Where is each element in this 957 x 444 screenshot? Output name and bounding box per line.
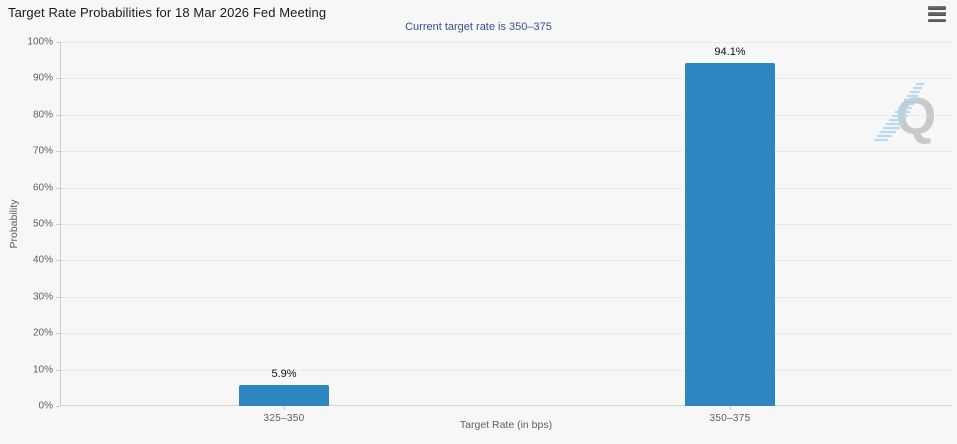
y-gridline — [61, 78, 952, 80]
svg-text:Q: Q — [896, 88, 936, 146]
y-axis-tick — [56, 42, 60, 43]
y-tick-label: 90% — [32, 72, 53, 84]
bar-value-label: 5.9% — [271, 367, 297, 380]
y-gridline — [61, 333, 952, 335]
y-axis-tick — [56, 224, 60, 225]
menu-bar — [928, 18, 946, 22]
y-gridline — [61, 260, 952, 262]
y-gridline — [61, 296, 952, 298]
y-gridline — [61, 369, 952, 371]
y-tick-label: 20% — [32, 327, 53, 339]
y-axis-tick — [56, 260, 60, 262]
bar-value-label: 94.1% — [714, 46, 746, 59]
x-axis-tick — [284, 406, 285, 410]
y-tick-label: 50% — [32, 218, 53, 230]
x-axis-line — [61, 405, 952, 406]
y-tick-label: 100% — [27, 36, 53, 48]
probability-bar[interactable] — [239, 384, 329, 406]
y-axis-tick — [56, 187, 60, 189]
y-gridline — [61, 224, 952, 225]
chart-title: Target Rate Probabilities for 18 Mar 202… — [8, 5, 327, 20]
quikstrike-watermark-logo: Q — [874, 82, 936, 146]
y-axis-tick — [56, 369, 60, 371]
y-tick-label: 0% — [38, 400, 53, 412]
x-category-label: 325–350 — [263, 413, 305, 424]
x-axis-title: Target Rate (in bps) — [459, 419, 553, 431]
y-tick-label: 80% — [32, 109, 53, 121]
y-axis-title: Probability — [8, 199, 20, 249]
menu-bar — [928, 12, 946, 16]
y-gridline — [61, 187, 952, 189]
y-tick-label: 40% — [32, 254, 53, 266]
y-axis-tick — [56, 406, 60, 407]
menu-bar — [928, 6, 946, 10]
y-gridline — [61, 114, 952, 116]
y-tick-label: 60% — [32, 182, 53, 194]
y-axis-tick — [56, 296, 60, 298]
y-gridline — [61, 151, 952, 153]
chart-subtitle: Current target rate is 350–375 — [405, 21, 552, 33]
y-tick-label: 30% — [32, 291, 53, 303]
y-axis-tick — [56, 151, 60, 153]
x-axis-tick — [730, 406, 731, 410]
x-category-label: 350–375 — [709, 413, 751, 424]
y-tick-label: 70% — [32, 145, 53, 157]
y-tick-label: 10% — [32, 364, 53, 376]
y-axis-tick — [56, 333, 60, 335]
probability-bar[interactable] — [685, 63, 775, 406]
y-gridline — [61, 42, 952, 43]
y-axis-tick — [56, 114, 60, 116]
hamburger-menu-icon[interactable] — [926, 5, 948, 23]
plot-area: Q 0% 10% 20% 30% 40% 50% 60% 70% 80% 90% 100% 5.9% 3… — [27, 37, 952, 424]
y-axis-tick — [56, 78, 60, 80]
